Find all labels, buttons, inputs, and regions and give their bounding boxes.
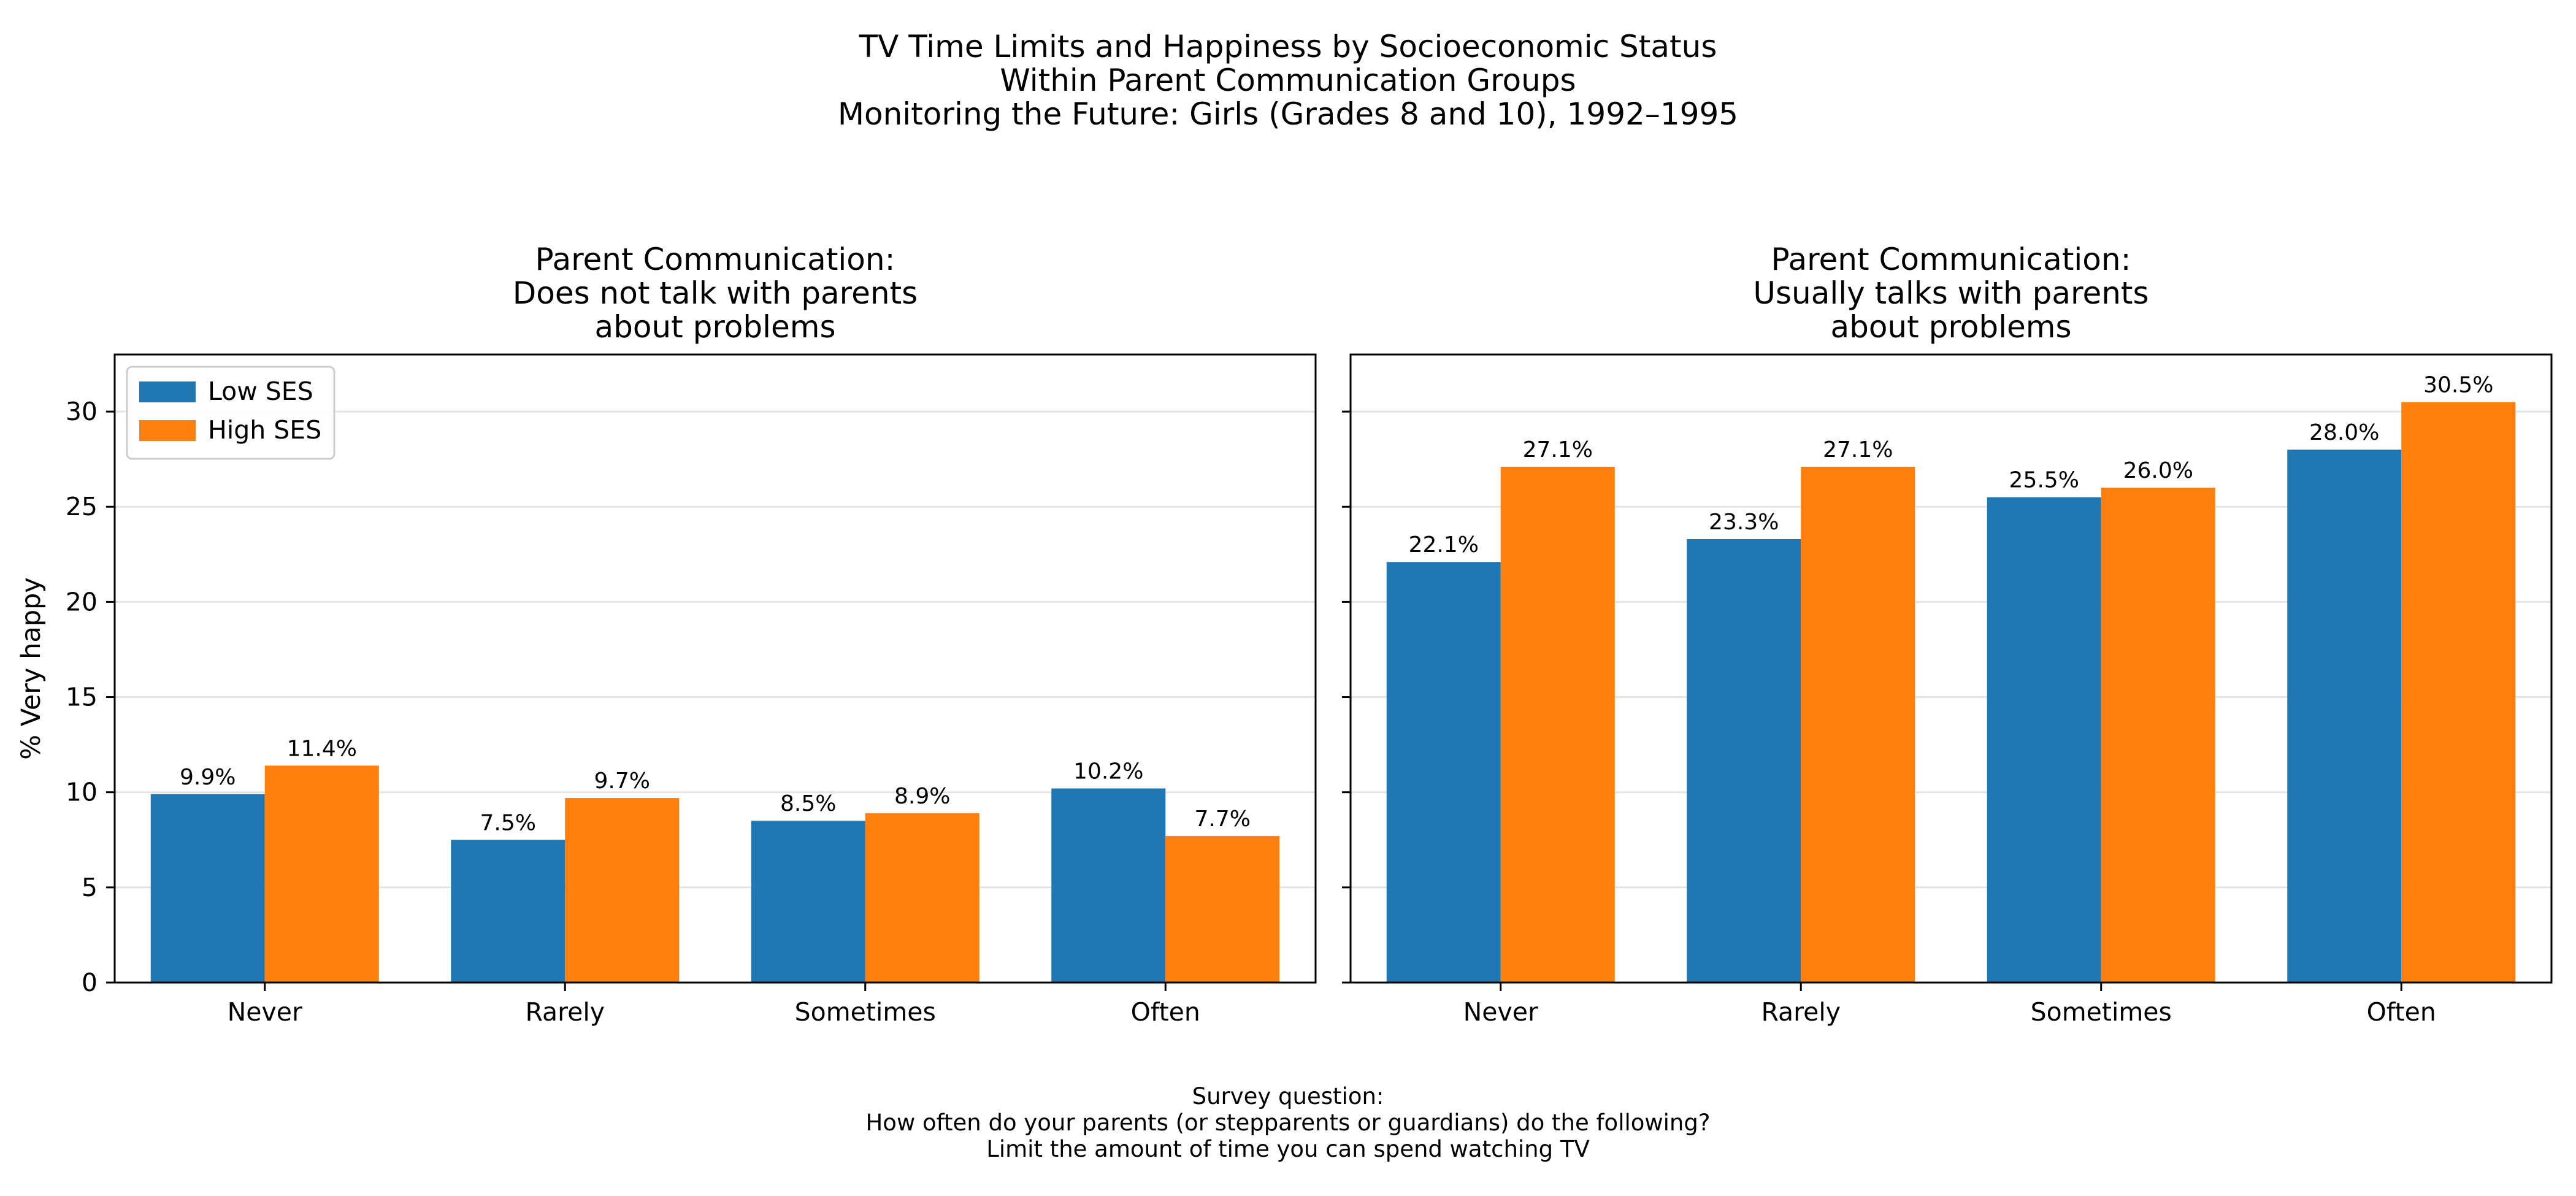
caption-line-1: Survey question: [1192,1083,1384,1110]
panel-usually-talks: Parent Communication:Usually talks with … [1342,242,2553,1027]
y-tick-label: 10 [66,778,98,807]
bar-low-ses-sometimes [751,821,865,983]
bar-low-ses-rarely [1687,539,1801,983]
panel-title-line-2: Usually talks with parents [1753,275,2149,311]
legend-swatch-low-ses [139,381,196,402]
data-label: 9.7% [594,769,650,794]
bar-high-ses-sometimes [2101,488,2215,983]
x-tick-label: Never [228,997,302,1027]
bar-low-ses-often [2287,450,2402,983]
bar-high-ses-never [264,765,379,983]
panel-title-line-1: Parent Communication: [1771,242,2131,277]
x-tick-label: Never [1463,997,1538,1027]
x-tick-label: Sometimes [2031,997,2172,1027]
y-axis-label: % Very happy [16,577,47,760]
legend-swatch-high-ses [139,420,196,441]
panel-title-line-2: Does not talk with parents [513,275,918,311]
bar-low-ses-rarely [451,840,565,983]
panel-title-line-3: about problems [1830,309,2071,345]
figure-title-line-2: Within Parent Communication Groups [1000,63,1576,98]
data-label: 25.5% [2009,468,2079,493]
x-tick-label: Rarely [1761,997,1841,1027]
data-label: 8.9% [894,784,950,809]
bar-low-ses-often [1051,788,1166,983]
y-tick-label: 5 [82,873,98,902]
bar-low-ses-never [1386,562,1501,983]
y-tick-label: 15 [66,683,98,712]
panel-does-not-talk: Parent Communication:Does not talk with … [16,242,1317,1027]
data-label: 27.1% [1523,437,1593,462]
x-tick-label: Often [2367,997,2436,1027]
data-label: 11.4% [287,736,357,761]
panel-title-line-3: about problems [594,309,835,345]
data-label: 28.0% [2309,420,2379,445]
figure-title-line-1: TV Time Limits and Happiness by Socioeco… [859,29,1717,64]
data-label: 27.1% [1823,437,1893,462]
bar-low-ses-never [150,794,265,983]
data-label: 30.5% [2423,373,2493,398]
data-label: 23.3% [1709,510,1779,535]
x-tick-label: Often [1131,997,1200,1027]
bar-high-ses-never [1500,467,1615,983]
data-label: 26.0% [2123,458,2193,483]
axes-frame [113,353,1317,984]
data-label: 22.1% [1409,532,1479,558]
y-tick-label: 20 [66,587,98,616]
data-label: 9.9% [180,765,236,790]
panel-title-line-1: Parent Communication: [535,242,895,277]
bar-high-ses-often [2401,402,2516,983]
bar-high-ses-rarely [1801,467,1915,983]
y-tick-label: 25 [66,492,98,521]
data-label: 8.5% [780,791,836,816]
survey-caption: Survey question: How often do your paren… [865,1083,1710,1162]
data-label: 7.7% [1195,807,1251,832]
data-label: 10.2% [1073,759,1143,784]
bar-high-ses-often [1165,836,1280,983]
bar-low-ses-sometimes [1987,497,2101,983]
bar-high-ses-rarely [565,798,680,983]
caption-line-3: Limit the amount of time you can spend w… [986,1136,1590,1162]
legend-label-low-ses: Low SES [208,377,313,406]
y-tick-label: 30 [66,397,98,426]
y-tick-label: 0 [82,968,98,997]
bar-high-ses-sometimes [865,813,979,983]
x-tick-label: Sometimes [795,997,936,1027]
axes-frame [1349,353,2553,984]
legend-label-high-ses: High SES [208,415,321,445]
figure-title: TV Time Limits and Happiness by Socioeco… [838,29,1738,132]
figure-title-line-3: Monitoring the Future: Girls (Grades 8 a… [838,96,1738,132]
caption-line-2: How often do your parents (or stepparent… [865,1110,1710,1136]
x-tick-label: Rarely [525,997,605,1027]
data-label: 7.5% [480,810,536,835]
